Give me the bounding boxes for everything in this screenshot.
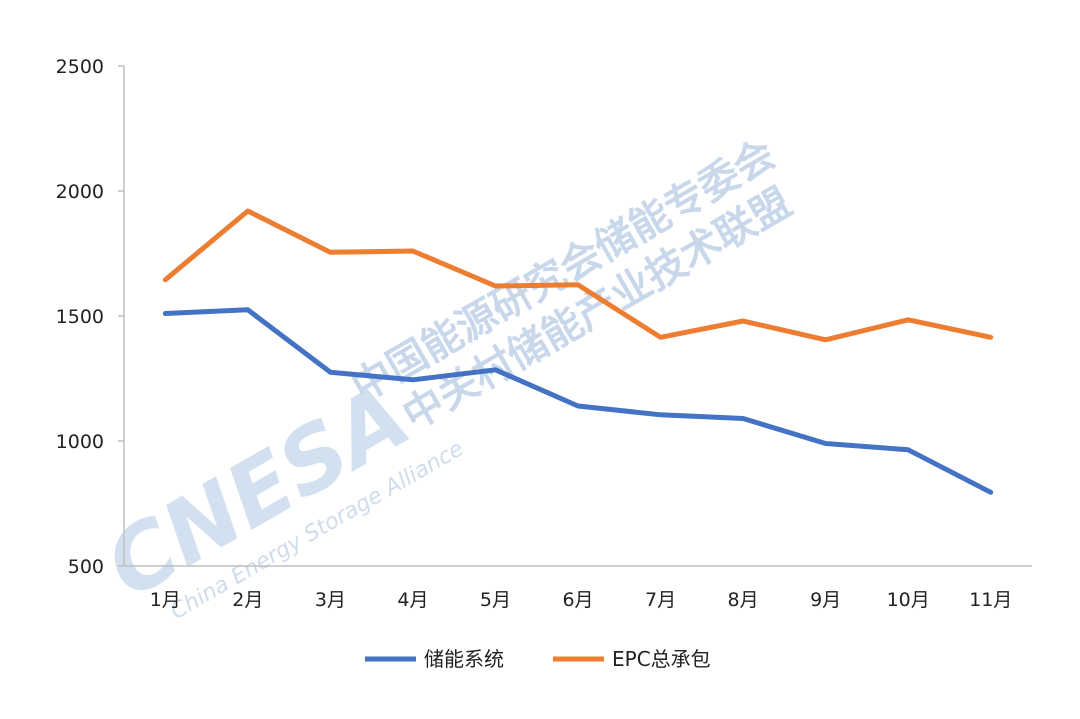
- y-tick-label: 1500: [56, 306, 104, 328]
- legend-label-series-2: EPC总承包: [612, 647, 711, 671]
- watermark: CNESA China Energy Storage Alliance 中国能源…: [89, 131, 799, 625]
- x-tick-label: 3月: [315, 589, 346, 611]
- x-tick-label: 6月: [562, 589, 593, 611]
- x-tick-label: 1月: [150, 589, 181, 611]
- x-tick-label: 11月: [969, 589, 1012, 611]
- x-tick-label: 5月: [480, 589, 511, 611]
- x-tick-label: 7月: [645, 589, 676, 611]
- y-tick-label: 500: [68, 556, 104, 578]
- x-tick-label: 9月: [810, 589, 841, 611]
- y-tick-label: 2000: [56, 181, 104, 203]
- legend: 储能系统 EPC总承包: [365, 647, 711, 671]
- x-tick-label: 4月: [397, 589, 428, 611]
- y-tick-label: 2500: [56, 56, 104, 78]
- x-tick-label: 10月: [887, 589, 930, 611]
- y-axis-ticks: 500 1000 1500 2000 2500: [56, 56, 124, 578]
- x-tick-label: 2月: [232, 589, 263, 611]
- watermark-line1: 中国能源研究会储能专委会: [344, 131, 783, 411]
- series-lines: [162, 208, 994, 495]
- x-axis-ticks: 1月 2月 3月 4月 5月 6月 7月 8月 9月 10月 11月: [150, 589, 1013, 611]
- y-tick-label: 1000: [56, 431, 104, 453]
- legend-label-series-1: 储能系统: [424, 647, 504, 671]
- x-tick-label: 8月: [728, 589, 759, 611]
